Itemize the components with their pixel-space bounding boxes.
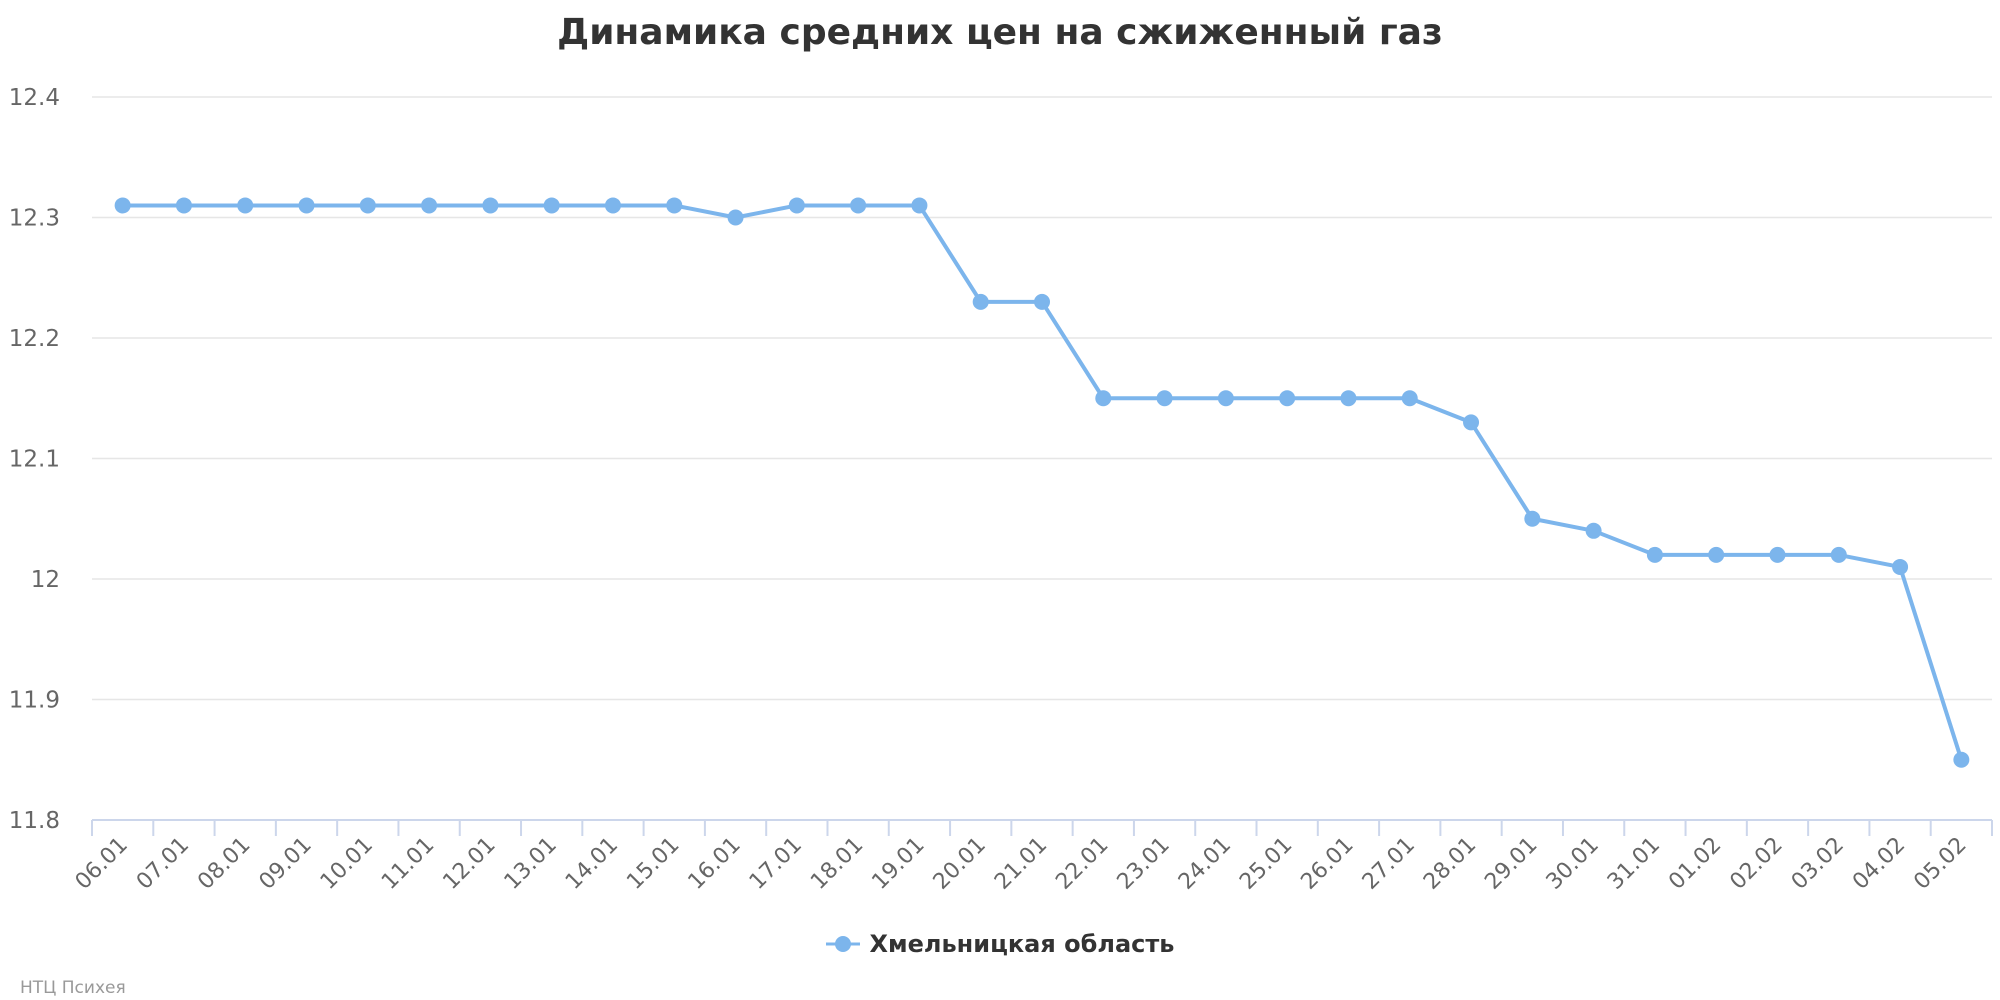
x-tick-label: 17.01 bbox=[745, 833, 807, 895]
x-tick-label: 30.01 bbox=[1542, 833, 1604, 895]
data-point bbox=[1401, 390, 1418, 407]
data-point bbox=[1953, 751, 1970, 768]
data-point bbox=[1279, 390, 1296, 407]
data-point bbox=[666, 197, 683, 214]
data-point bbox=[298, 197, 315, 214]
series-layer bbox=[114, 197, 1970, 768]
x-tick-label: 01.02 bbox=[1664, 833, 1726, 895]
x-tick-label: 13.01 bbox=[500, 833, 562, 895]
data-point bbox=[1524, 510, 1541, 527]
x-tick-label: 15.01 bbox=[622, 833, 684, 895]
data-point bbox=[175, 197, 192, 214]
data-point bbox=[114, 197, 131, 214]
y-tick-label: 11.8 bbox=[9, 808, 60, 834]
x-tick-label: 06.01 bbox=[71, 833, 133, 895]
data-point bbox=[727, 209, 744, 226]
y-tick-label: 12.4 bbox=[9, 85, 60, 111]
x-tick-label: 18.01 bbox=[806, 833, 868, 895]
x-axis: 06.01 07.01 08.01 09.01 10.01 11.01 12.01 13.01… bbox=[71, 819, 1993, 895]
data-point bbox=[482, 197, 499, 214]
x-tick-label: 20.01 bbox=[929, 833, 991, 895]
data-point bbox=[604, 197, 621, 214]
series-line bbox=[120, 203, 1964, 762]
y-tick-label: 12.1 bbox=[9, 447, 60, 473]
data-point bbox=[359, 197, 376, 214]
legend-item-khmelnytskyi[interactable]: Хмельницкая область bbox=[825, 930, 1175, 958]
x-tick-label: 29.01 bbox=[1480, 833, 1542, 895]
x-tick-label: 04.02 bbox=[1848, 833, 1910, 895]
x-tick-label: 31.01 bbox=[1603, 833, 1665, 895]
data-point bbox=[543, 197, 560, 214]
grid-lines bbox=[92, 96, 1992, 701]
y-axis: 11.8 11.9 12 12.1 12.2 12.3 12.4 bbox=[9, 85, 60, 834]
x-tick-label: 26.01 bbox=[1296, 833, 1358, 895]
data-point bbox=[850, 197, 867, 214]
x-tick-label: 10.01 bbox=[316, 833, 378, 895]
y-tick-label: 12.2 bbox=[9, 326, 60, 352]
data-point bbox=[1463, 414, 1480, 431]
legend: Хмельницкая область bbox=[0, 930, 2000, 960]
data-point bbox=[421, 197, 438, 214]
x-tick-label: 12.01 bbox=[438, 833, 500, 895]
data-point bbox=[1095, 390, 1112, 407]
x-tick-label: 19.01 bbox=[867, 833, 929, 895]
data-point bbox=[1585, 522, 1602, 539]
x-tick-label: 11.01 bbox=[377, 833, 439, 895]
x-tick-label: 23.01 bbox=[1113, 833, 1175, 895]
x-tick-label: 08.01 bbox=[193, 833, 255, 895]
x-tick-label: 22.01 bbox=[1051, 833, 1113, 895]
data-point bbox=[1892, 558, 1909, 575]
data-point bbox=[1646, 546, 1663, 563]
data-point bbox=[1156, 390, 1173, 407]
x-tick-label: 27.01 bbox=[1358, 833, 1420, 895]
x-tick-label: 25.01 bbox=[1235, 833, 1297, 895]
data-point bbox=[1708, 546, 1725, 563]
data-point bbox=[1217, 390, 1234, 407]
y-tick-label: 11.9 bbox=[9, 688, 60, 714]
data-point bbox=[1769, 546, 1786, 563]
x-tick-label: 24.01 bbox=[1174, 833, 1236, 895]
data-point bbox=[972, 293, 989, 310]
x-tick-label: 14.01 bbox=[561, 833, 623, 895]
data-point bbox=[911, 197, 928, 214]
legend-label: Хмельницкая область bbox=[869, 930, 1175, 958]
data-point bbox=[237, 197, 254, 214]
legend-symbol-icon bbox=[825, 936, 860, 952]
x-tick-label: 02.02 bbox=[1726, 833, 1788, 895]
data-point bbox=[1034, 293, 1050, 310]
data-point bbox=[1340, 390, 1357, 407]
y-tick-label: 12.3 bbox=[9, 206, 60, 232]
x-tick-label: 28.01 bbox=[1419, 833, 1481, 895]
data-point bbox=[1830, 546, 1847, 563]
x-tick-label: 16.01 bbox=[684, 833, 746, 895]
data-point bbox=[788, 197, 805, 214]
x-tick-label: 09.01 bbox=[255, 833, 317, 895]
x-tick-label: 07.01 bbox=[132, 833, 194, 895]
x-tick-label: 21.01 bbox=[990, 833, 1052, 895]
chart-title: Динамика средних цен на сжиженный газ bbox=[557, 12, 1443, 53]
x-tick-label: 05.02 bbox=[1909, 833, 1971, 895]
y-tick-label: 12 bbox=[31, 567, 60, 593]
x-tick-label: 03.02 bbox=[1787, 833, 1849, 895]
credits[interactable]: НТЦ Психея bbox=[20, 978, 126, 998]
